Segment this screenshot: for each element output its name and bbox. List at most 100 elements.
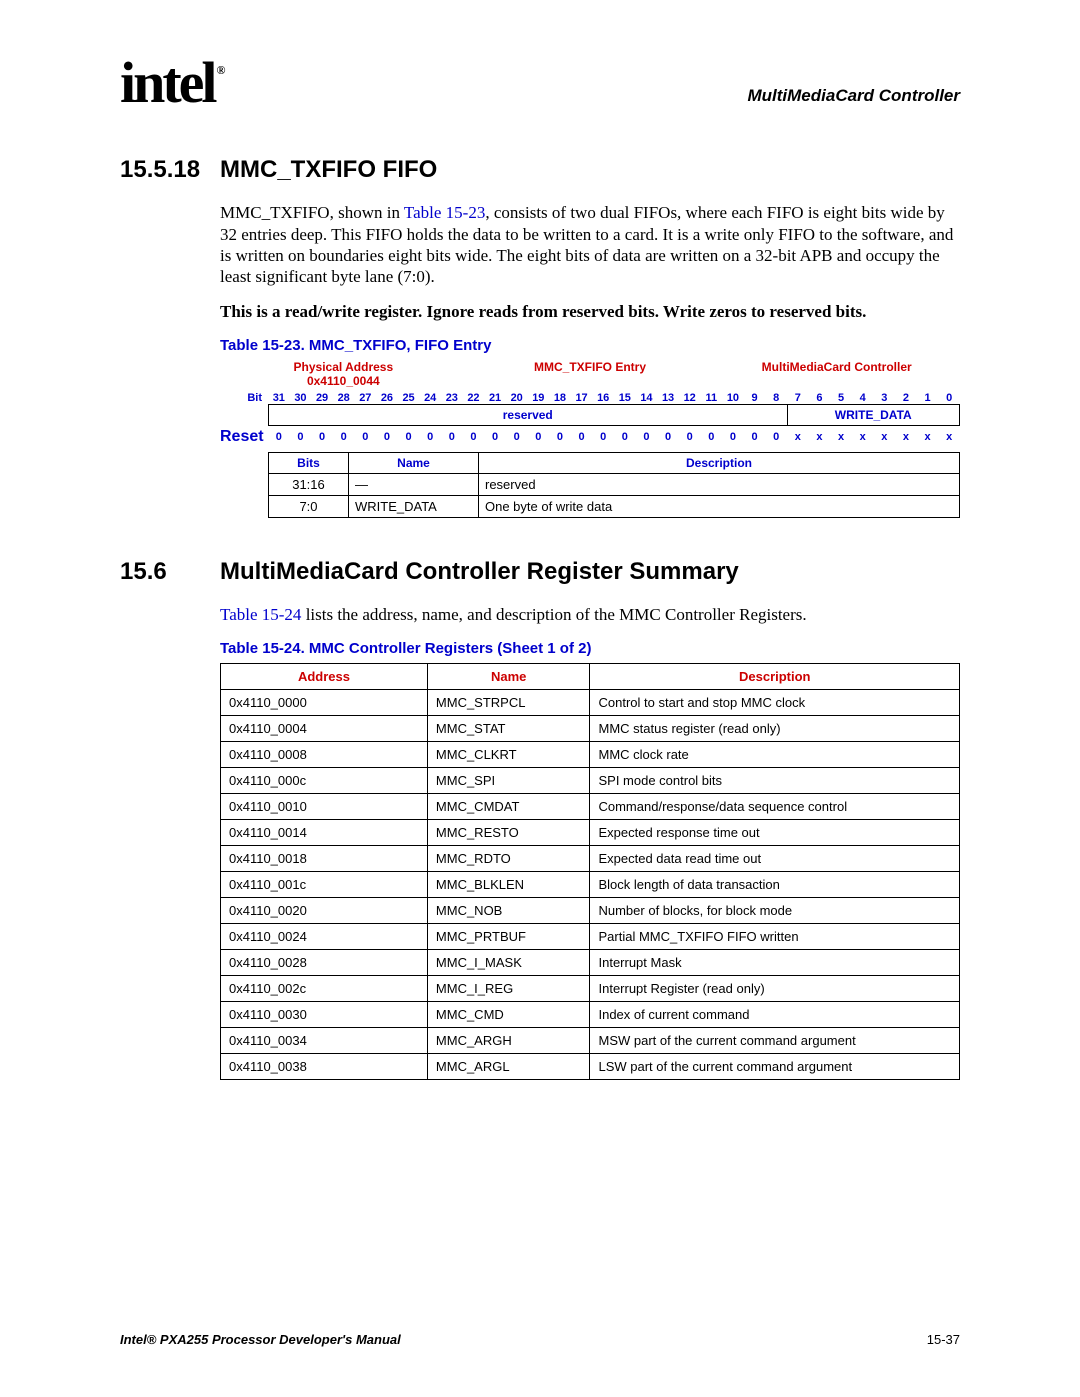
register-row: 0x4110_0004MMC_STATMMC status register (…: [221, 715, 960, 741]
register-row: 0x4110_0038MMC_ARGLLSW part of the curre…: [221, 1053, 960, 1079]
register-desc: Expected data read time out: [590, 845, 960, 871]
footer-left: Intel® PXA255 Processor Developer's Manu…: [120, 1332, 401, 1347]
bits-desc-table: Bits Name Description 31:16—reserved7:0W…: [268, 452, 960, 518]
bit-number: 24: [419, 392, 441, 404]
register-address: 0x4110_0028: [221, 949, 428, 975]
register-desc: MSW part of the current command argument: [590, 1027, 960, 1053]
section-title-2: MultiMediaCard Controller Register Summa…: [220, 558, 739, 585]
register-desc: Command/response/data sequence control: [590, 793, 960, 819]
register-summary-table: Address Name Description 0x4110_0000MMC_…: [220, 663, 960, 1080]
register-address: 0x4110_0030: [221, 1001, 428, 1027]
reset-value: 0: [398, 431, 420, 443]
register-address: 0x4110_0010: [221, 793, 428, 819]
reset-value: 0: [592, 431, 614, 443]
register-name: MMC_RDTO: [427, 845, 590, 871]
bit-number: 10: [722, 392, 744, 404]
section-title-1: MMC_TXFIFO FIFO: [220, 156, 437, 183]
reset-value: 0: [549, 431, 571, 443]
bit-number: 18: [549, 392, 571, 404]
section-number-2: 15.6: [120, 558, 220, 586]
bit-number: 19: [528, 392, 550, 404]
reset-value: 0: [657, 431, 679, 443]
bits-desc-row: 7:0WRITE_DATAOne byte of write data: [269, 496, 960, 518]
bits-desc-desc: reserved: [479, 474, 960, 496]
register-name: MMC_STRPCL: [427, 689, 590, 715]
regs-h-name: Name: [427, 663, 590, 689]
register-row: 0x4110_000cMMC_SPISPI mode control bits: [221, 767, 960, 793]
register-row: 0x4110_0030MMC_CMDIndex of current comma…: [221, 1001, 960, 1027]
register-address: 0x4110_0000: [221, 689, 428, 715]
register-name: MMC_I_REG: [427, 975, 590, 1001]
bit-number: 15: [614, 392, 636, 404]
reset-value: x: [874, 431, 896, 443]
register-desc: MMC status register (read only): [590, 715, 960, 741]
register-desc: LSW part of the current command argument: [590, 1053, 960, 1079]
bits-desc-row: 31:16—reserved: [269, 474, 960, 496]
bit-number: 0: [938, 392, 960, 404]
register-row: 0x4110_0008MMC_CLKRTMMC clock rate: [221, 741, 960, 767]
page: intel® MultiMediaCard Controller 15.5.18…: [0, 0, 1080, 1397]
register-name: MMC_RESTO: [427, 819, 590, 845]
register-row: 0x4110_0014MMC_RESTOExpected response ti…: [221, 819, 960, 845]
header-row: intel® MultiMediaCard Controller: [120, 60, 960, 106]
reset-value: 0: [376, 431, 398, 443]
register-name: MMC_CMD: [427, 1001, 590, 1027]
register-name: MMC_ARGL: [427, 1053, 590, 1079]
bits-desc-name: WRITE_DATA: [349, 496, 479, 518]
bit-number: 25: [398, 392, 420, 404]
bit-number: 22: [463, 392, 485, 404]
register-address: 0x4110_0004: [221, 715, 428, 741]
section-1-para1: MMC_TXFIFO, shown in Table 15-23, consis…: [220, 202, 960, 287]
reg-header-controller: MultiMediaCard Controller: [713, 360, 960, 389]
bit-number: 28: [333, 392, 355, 404]
table-link-23[interactable]: Table 15-23: [404, 203, 485, 222]
section-heading-1: 15.5.18MMC_TXFIFO FIFO: [120, 156, 960, 184]
section-2-body: Table 15-24 lists the address, name, and…: [120, 604, 960, 1079]
bit-number: 26: [376, 392, 398, 404]
reset-value: 0: [614, 431, 636, 443]
register-desc: Number of blocks, for block mode: [590, 897, 960, 923]
reset-value: x: [809, 431, 831, 443]
register-desc: Index of current command: [590, 1001, 960, 1027]
bits-desc-h-desc: Description: [479, 453, 960, 474]
register-desc: Interrupt Register (read only): [590, 975, 960, 1001]
bit-number: 4: [852, 392, 874, 404]
register-address: 0x4110_0018: [221, 845, 428, 871]
bit-number: 2: [895, 392, 917, 404]
bit-number: 20: [506, 392, 528, 404]
field-write-data: WRITE_DATA: [787, 405, 960, 425]
reset-value: 0: [311, 431, 333, 443]
section-1-para2: This is a read/write register. Ignore re…: [220, 301, 960, 322]
register-name: MMC_PRTBUF: [427, 923, 590, 949]
register-name: MMC_CMDAT: [427, 793, 590, 819]
register-name: MMC_CLKRT: [427, 741, 590, 767]
register-address: 0x4110_0038: [221, 1053, 428, 1079]
reset-value: 0: [290, 431, 312, 443]
table-caption-24: Table 15-24. MMC Controller Registers (S…: [220, 640, 960, 657]
register-desc: Expected response time out: [590, 819, 960, 845]
table-link-24[interactable]: Table 15-24: [220, 605, 301, 624]
reset-value: 0: [679, 431, 701, 443]
intel-logo: intel®: [120, 60, 221, 106]
doc-title: MultiMediaCard Controller: [747, 86, 960, 106]
bit-number: 31: [268, 392, 290, 404]
bit-number-row: Bit 313029282726252423222120191817161514…: [220, 392, 960, 404]
bit-number: 5: [830, 392, 852, 404]
bit-number: 17: [571, 392, 593, 404]
reset-value: 0: [636, 431, 658, 443]
bit-number: 21: [484, 392, 506, 404]
register-desc: MMC clock rate: [590, 741, 960, 767]
register-address: 0x4110_0008: [221, 741, 428, 767]
bits-desc-name: —: [349, 474, 479, 496]
reset-label: Reset: [220, 428, 268, 446]
bit-number: 13: [657, 392, 679, 404]
section-2-para: Table 15-24 lists the address, name, and…: [220, 604, 960, 625]
reset-value: x: [852, 431, 874, 443]
bit-number: 12: [679, 392, 701, 404]
reset-value: 0: [484, 431, 506, 443]
register-row: 0x4110_0024MMC_PRTBUFPartial MMC_TXFIFO …: [221, 923, 960, 949]
bit-number: 1: [917, 392, 939, 404]
register-name: MMC_SPI: [427, 767, 590, 793]
register-name: MMC_STAT: [427, 715, 590, 741]
register-address: 0x4110_0020: [221, 897, 428, 923]
